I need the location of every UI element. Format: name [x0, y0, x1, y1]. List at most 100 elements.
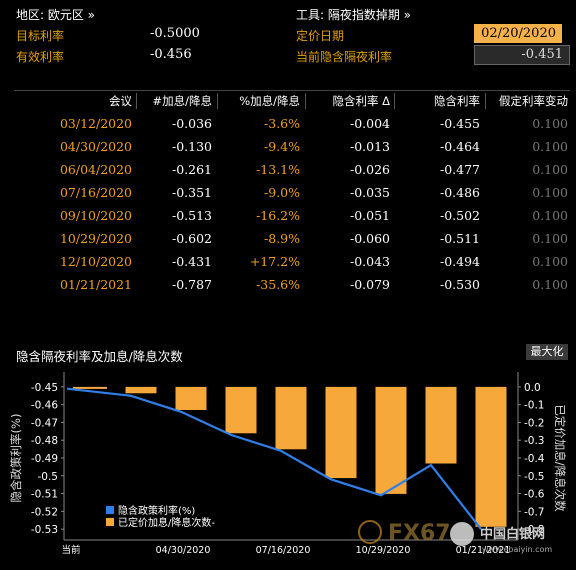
pct-hikes-cuts-cell: -3.6% [264, 116, 300, 131]
effective-rate-label: 有效利率 [16, 50, 65, 64]
rate-chart: -0.45 -0.46 -0.47 -0.48 -0.49 -0.5 -0.51 -0.52 -… [9, 372, 567, 556]
right-tick-label: -0.2 [524, 417, 545, 429]
maximize-button[interactable]: 最大化 [526, 344, 568, 360]
hikes-cuts-cell: -0.787 [171, 277, 212, 292]
target-rate-value: -0.5000 [150, 26, 200, 41]
hikes-cuts-cell: -0.513 [171, 208, 212, 223]
region-selector[interactable]: 地区: 欧元区 » [16, 8, 96, 22]
table-row[interactable]: 10/29/2020 -0.602 -8.9% -0.060 -0.511 0.100 [14, 228, 570, 251]
hikes-cuts-cell: -0.261 [171, 162, 212, 177]
meeting-date-cell: 03/12/2020 [59, 116, 132, 131]
meeting-date-cell: 06/04/2020 [59, 162, 132, 177]
watermark-coin-icon [358, 520, 382, 544]
bar [225, 386, 257, 434]
left-tick-label: -0.53 [31, 524, 58, 536]
left-tick-label: -0.52 [31, 506, 58, 518]
table-row[interactable]: 03/12/2020 -0.036 -3.6% -0.004 -0.455 0.100 [14, 113, 570, 136]
bar [475, 386, 507, 527]
table-row[interactable]: 06/04/2020 -0.261 -13.1% -0.026 -0.477 0.100 [14, 159, 570, 182]
watermark-site: 中国白银网 [480, 526, 545, 542]
hikes-cuts-cell: -0.036 [171, 116, 212, 131]
legend-line-swatch [106, 506, 114, 514]
assumed-change-cell: 0.100 [532, 116, 568, 131]
effective-rate-value: -0.456 [150, 47, 192, 62]
implied-rate-cell: -0.494 [439, 254, 480, 269]
assumed-change-cell: 0.100 [532, 277, 568, 292]
bar [175, 386, 207, 410]
chart-title: 隐含隔夜利率及加息/降息次数 [16, 349, 183, 364]
col-header-meeting[interactable]: 会议 [109, 94, 132, 108]
left-axis-title: 隐含政策利率(%) [9, 414, 23, 503]
col-header-assumed-change[interactable]: 假定利率变动 [499, 94, 568, 108]
implied-rate-cell: -0.455 [439, 116, 480, 131]
x-tick-label: 04/30/2020 [156, 545, 211, 556]
watermark-fx: FX67 [388, 521, 451, 546]
legend-line-label: 隐含政策利率(%) [118, 504, 195, 517]
col-header-implied-rate[interactable]: 隐含利率 [434, 94, 480, 108]
bar [425, 386, 457, 464]
implied-rate-cell: -0.477 [439, 162, 480, 177]
left-tick-label: -0.48 [31, 435, 58, 447]
table-row[interactable]: 07/16/2020 -0.351 -9.0% -0.035 -0.486 0.100 [14, 182, 570, 205]
implied-delta-cell: -0.079 [349, 277, 390, 292]
implied-delta-cell: -0.060 [349, 231, 390, 246]
x-tick-label: 当前 [61, 544, 80, 556]
implied-delta-cell: -0.051 [349, 208, 390, 223]
pct-hikes-cuts-cell: -16.2% [256, 208, 300, 223]
pct-hikes-cuts-cell: -13.1% [256, 162, 300, 177]
assumed-change-cell: 0.100 [532, 139, 568, 154]
meeting-date-cell: 12/10/2020 [59, 254, 132, 269]
right-tick-label: -0.6 [524, 489, 545, 501]
implied-delta-cell: -0.026 [349, 162, 390, 177]
meeting-date-cell: 04/30/2020 [59, 139, 132, 154]
table-row[interactable]: 01/21/2021 -0.787 -35.6% -0.079 -0.530 0.100 [14, 274, 570, 297]
implied-rate-cell: -0.511 [439, 231, 480, 246]
watermark-logo-icon [450, 522, 474, 546]
pricing-date-input[interactable]: 02/20/2020 [474, 24, 562, 43]
col-header-pct-hikes-cuts[interactable]: %加息/降息 [239, 94, 300, 108]
bar [275, 386, 307, 450]
hikes-cuts-cell: -0.351 [171, 185, 212, 200]
assumed-change-cell: 0.100 [532, 185, 568, 200]
col-header-hikes-cuts[interactable]: #加息/降息 [152, 94, 212, 108]
pct-hikes-cuts-cell: -9.0% [264, 185, 300, 200]
tool-selector[interactable]: 工具: 隔夜指数掉期 » [296, 8, 412, 22]
implied-rate-cell: -0.502 [439, 208, 480, 223]
right-tick-label: -0.4 [524, 453, 545, 465]
meeting-date-cell: 07/16/2020 [59, 185, 132, 200]
table-row[interactable]: 12/10/2020 -0.431 +17.2% -0.043 -0.494 0.100 [14, 251, 570, 274]
table-row[interactable]: 09/10/2020 -0.513 -16.2% -0.051 -0.502 0.100 [14, 205, 570, 228]
bar [125, 386, 157, 394]
left-tick-label: -0.5 [38, 471, 59, 483]
right-tick-label: 0.0 [524, 382, 541, 394]
x-tick-label: 07/16/2020 [256, 545, 311, 556]
right-tick-label: -0.1 [524, 400, 545, 412]
rate-line [66, 387, 482, 530]
meeting-table: 会议 #加息/降息 %加息/降息 隐含利率 Δ 隐含利率 假定利率变动 03/1… [14, 90, 570, 341]
meeting-date-cell: 01/21/2021 [59, 277, 132, 292]
pct-hikes-cuts-cell: -8.9% [264, 231, 300, 246]
assumed-change-cell: 0.100 [532, 208, 568, 223]
x-tick-label: 01/21/2021 [456, 545, 511, 556]
hikes-cuts-cell: -0.431 [171, 254, 212, 269]
target-rate-label: 目标利率 [16, 29, 65, 43]
table-row[interactable]: 04/30/2020 -0.130 -9.4% -0.013 -0.464 0.100 [14, 136, 570, 159]
left-tick-label: -0.45 [31, 382, 58, 394]
left-tick-label: -0.47 [31, 417, 58, 429]
implied-delta-cell: -0.035 [349, 185, 390, 200]
col-header-implied-rate-delta[interactable]: 隐含利率 Δ [332, 94, 390, 108]
assumed-change-cell: 0.100 [532, 254, 568, 269]
right-tick-label: -0.3 [524, 435, 545, 447]
left-tick-label: -0.51 [31, 489, 58, 501]
bar [325, 386, 357, 479]
implied-overnight-label: 当前隐含隔夜利率 [296, 50, 393, 64]
implied-delta-cell: -0.043 [349, 254, 390, 269]
implied-overnight-value: -0.451 [474, 45, 570, 65]
implied-rate-cell: -0.464 [439, 139, 480, 154]
pct-hikes-cuts-cell: +17.2% [249, 254, 300, 269]
assumed-change-cell: 0.100 [532, 231, 568, 246]
watermark-url: www.ebaiyin.com [482, 545, 552, 554]
implied-rate-cell: -0.530 [439, 277, 480, 292]
right-tick-label: -0.7 [524, 506, 545, 518]
implied-delta-cell: -0.004 [349, 116, 390, 131]
